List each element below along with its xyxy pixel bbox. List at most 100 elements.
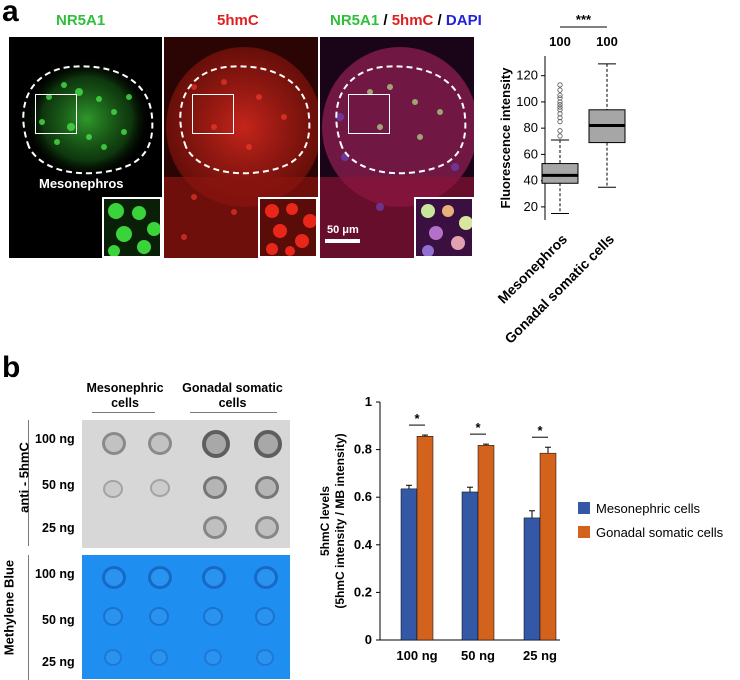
boxplot-y-tick-label: 60 [524,146,538,161]
blot-spot [103,480,123,498]
roi-box-nr5a1 [35,94,77,134]
membrane-anti-5hmc [82,420,290,548]
boxplot-outlier [557,111,563,117]
barchart-bar [477,445,495,641]
blot-spot [204,649,222,666]
col-header-gonadal: Gonadal somatic cells [180,381,285,411]
col-header-gonadal-text: Gonadal somatic cells [182,381,283,410]
col-header-line-gonadal [190,412,277,413]
barchart-y-axis-label-line2: (5hmC intensity / MB intensity) [333,433,347,608]
barchart-y-tick-label: 0.6 [354,489,372,504]
col-header-line-mesonephric [92,412,155,413]
barchart-significance-label: * [475,420,481,435]
boxplot-outlier [557,101,563,108]
barchart-bar [400,488,418,641]
boxplot-n-label: 100 [596,34,618,49]
barchart-legend-label: Mesonephric cells [596,501,701,516]
boxplot-outlier [557,92,563,98]
blot-spot [150,649,168,666]
barchart-category-label: 50 ng [461,648,495,663]
barchart-significance-label: * [537,423,543,438]
barchart-y-tick-label: 0 [365,632,372,647]
channel-title-5hmc: 5hmC [217,12,259,29]
micrograph-nr5a1-image [22,59,154,179]
barchart-category-label: 100 ng [396,648,437,663]
merge-label-nr5a1: NR5A1 [330,12,380,29]
row-label-anti-50ng: 50 ng [42,478,75,492]
barchart-legend-swatch [578,502,590,514]
barchart-y-tick-label: 0.4 [354,537,373,552]
boxplot-significance-label: *** [576,12,592,27]
blot-spot [203,476,227,499]
channel-title-merge: NR5A1 / 5hmC / DAPI [330,12,482,29]
boxplot-outlier [557,128,563,134]
blot-spot [203,516,227,539]
inset-nr5a1 [102,197,162,258]
blot-spot [254,566,278,589]
barchart-5hmc-levels: 0 0.2 0.4 0.6 0.8 1 5hmC levels (5hmC intensity… [320,394,724,663]
boxplot-outlier [557,82,563,88]
blot-spot [148,566,172,589]
barchart-category-label: 25 ng [523,648,557,663]
roi-box-5hmc [192,94,234,134]
blot-spot [202,430,230,458]
blot-spot [148,432,172,455]
micrograph-nr5a1: Mesonephros [9,37,162,258]
boxplot-y-axis-label: Fluorescence intensity [498,67,513,209]
merge-separator-2: / [433,12,446,29]
panel-letter-b: b [2,351,21,384]
barchart-y-tick-label: 0.2 [354,584,372,599]
membrane-methylene-blue [82,555,290,679]
blot-spot [254,430,282,458]
section-line-methylene [28,555,29,680]
blot-spot [102,566,126,589]
boxplot-outlier [557,107,563,113]
blot-spot [255,607,275,626]
col-header-mesonephric-text: Mesonephric cells [86,381,164,410]
boxplot-y-tick-label: 100 [516,94,538,109]
section-label-methylene-blue: Methylene Blue [1,559,17,656]
mesonephros-label: Mesonephros [39,176,124,191]
barchart-bar [523,517,541,641]
boxplot-outlier [557,104,563,110]
boxplot-y-tick-label: 20 [524,199,538,214]
inset-5hmc [258,197,318,258]
boxplot-outlier [557,87,563,93]
micrograph-merge: 50 μm [320,37,474,258]
blot-spot [103,607,123,626]
roi-box-merge [348,94,390,134]
blot-spot [150,479,170,497]
micrograph-5hmc-image [164,37,318,258]
scale-bar-label: 50 μm [327,224,359,236]
merge-label-5hmc: 5hmC [391,12,434,29]
barchart-y-axis-label-line1: 5hmC levels [320,486,332,556]
row-label-anti-100ng: 100 ng [35,432,75,446]
boxplot-n-label: 100 [549,34,571,49]
boxplot-y-tick-label: 80 [524,120,538,135]
barchart-legend-label: Gonadal somatic cells [596,525,724,540]
micrograph-merge-image [320,37,474,258]
micrograph-5hmc [164,37,318,258]
blot-spot [255,476,279,499]
merge-label-dapi: DAPI [445,12,482,29]
barchart-y-tick-label: 1 [365,394,372,409]
col-header-mesonephric: Mesonephric cells [80,381,170,411]
boxplot-outlier [557,99,563,105]
boxplot-outlier [557,119,563,125]
inset-merge [414,197,474,258]
row-label-anti-25ng: 25 ng [42,521,75,535]
barchart-bar [461,491,479,641]
barchart-bar [416,436,434,641]
boxplot-box [541,163,579,184]
channel-title-nr5a1: NR5A1 [56,12,106,29]
boxplot-y-tick-label: 40 [524,173,538,188]
merge-separator-1: / [379,12,392,29]
boxplot-y-tick-label: 120 [516,68,538,83]
row-label-mb-50ng: 50 ng [42,613,75,627]
blot-spot [149,607,169,626]
barchart-significance-label: * [414,411,420,426]
section-label-anti-5hmc: anti - 5hmC [16,442,32,513]
barchart-legend-swatch [578,526,590,538]
row-label-mb-25ng: 25 ng [42,655,75,669]
